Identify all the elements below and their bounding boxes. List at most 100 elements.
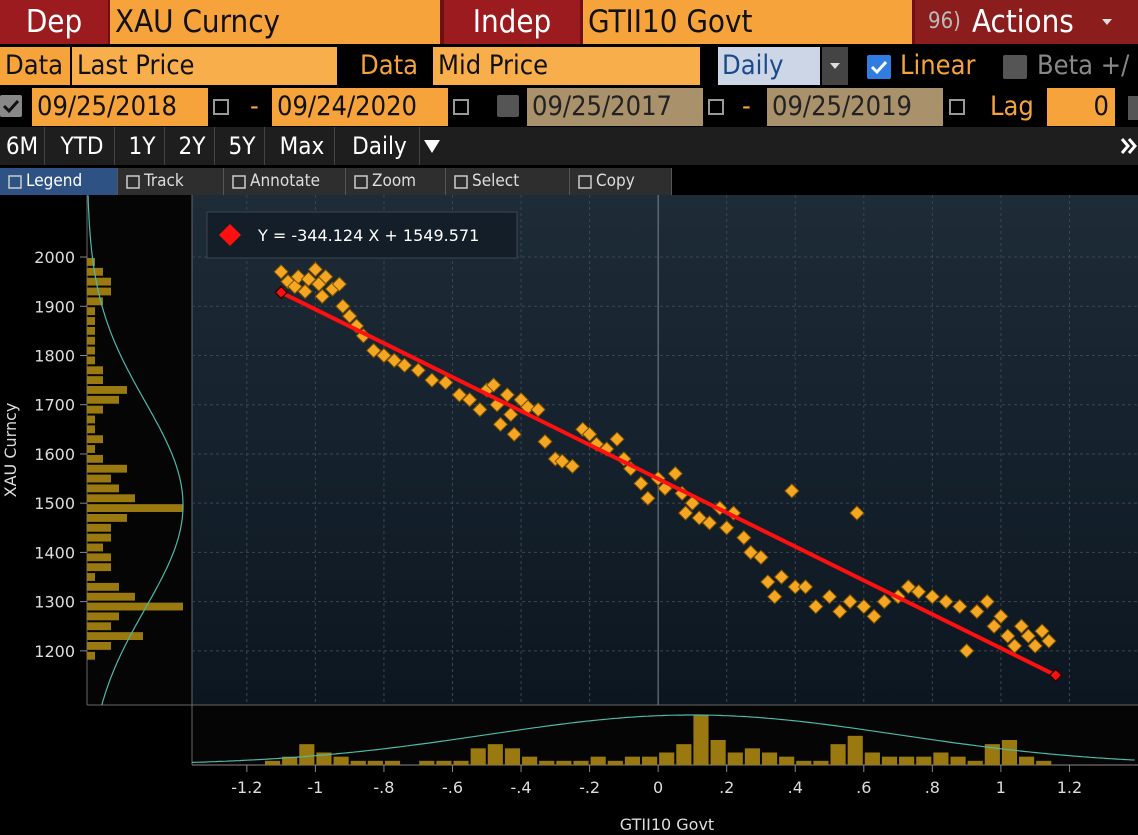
scatter-point	[290, 269, 306, 285]
scatter-point	[506, 426, 522, 442]
scatter-point	[640, 490, 656, 506]
beta-label: Beta +/	[1037, 50, 1130, 81]
x-hist-curve	[191, 714, 1135, 763]
calendar-icons	[213, 96, 1138, 120]
period-row	[0, 127, 1138, 165]
linear-checkbox[interactable]	[867, 55, 891, 79]
legend-swatch	[219, 224, 241, 246]
data-label: Data	[0, 47, 70, 85]
y-hist-bar	[87, 494, 135, 503]
date-checkbox[interactable]	[497, 95, 519, 117]
scatter-point	[335, 298, 351, 314]
period-button[interactable]: 6M	[0, 127, 45, 165]
x-tick-label: 0	[653, 778, 663, 797]
scatter-point	[742, 544, 759, 561]
y-hist-bar	[87, 415, 95, 424]
period-button[interactable]: Max	[270, 127, 335, 165]
period-button[interactable]: Daily	[340, 127, 420, 165]
dep-label: Dep	[0, 0, 108, 44]
period-button[interactable]: 5Y	[220, 127, 265, 165]
more-icon[interactable]	[1118, 133, 1138, 159]
y-hist-bar	[87, 464, 127, 473]
toolbar-button[interactable]: Annotate	[224, 168, 346, 195]
x-hist-bar	[693, 715, 709, 765]
y-hist-bar	[87, 484, 119, 493]
indep-field[interactable]: GTII10 Govt	[583, 0, 912, 44]
x-tick-label: -1.2	[231, 778, 262, 797]
scatter-point	[773, 569, 790, 585]
toolbar-button[interactable]: Copy	[570, 168, 672, 195]
x-hist-bar	[830, 744, 846, 765]
beta-checkbox[interactable]	[1003, 55, 1027, 79]
x-hist-bar	[333, 756, 349, 765]
y-tick-label: 1800	[34, 346, 75, 365]
scatter-point	[787, 579, 803, 595]
scatter-point	[530, 401, 546, 418]
x-tick-label: -.8	[373, 778, 394, 797]
dep-field[interactable]: XAU Curncy	[110, 0, 440, 44]
x-hist-bar	[659, 752, 675, 765]
x-hist-bar	[539, 760, 555, 765]
period-button[interactable]: YTD	[50, 127, 115, 165]
y-hist-bar	[87, 287, 111, 296]
x-hist-bar	[744, 748, 760, 765]
data-label: Data	[360, 50, 418, 81]
frequency-dropdown[interactable]: Daily	[718, 47, 820, 85]
y-hist-bar	[87, 602, 183, 611]
dropdown-arrow[interactable]	[822, 47, 848, 85]
dep-data-field[interactable]: Last Price	[72, 47, 337, 85]
start-date[interactable]: 09/25/2018	[32, 88, 208, 126]
start-date[interactable]: 09/25/2017	[527, 88, 703, 126]
x-hist-bar	[556, 760, 572, 765]
x-hist-bar	[813, 760, 829, 765]
y-hist-bar	[87, 405, 103, 414]
x-tick-label: .2	[719, 778, 734, 797]
plot-area	[192, 195, 1138, 705]
scatter-point	[307, 261, 324, 278]
toolbar-button[interactable]: Legend	[0, 168, 118, 195]
period-button[interactable]: 1Y	[120, 127, 165, 165]
lag-field[interactable]: 0	[1047, 88, 1115, 126]
x-tick-label: .4	[788, 778, 803, 797]
scatter-point	[969, 603, 985, 620]
scatter-point	[808, 598, 824, 615]
legend-label: Y = -344.124 X + 1549.571	[257, 226, 479, 245]
scatter-point	[331, 276, 348, 292]
lag-label: Lag	[990, 91, 1034, 122]
y-hist-bar	[87, 297, 103, 306]
fit-line	[280, 290, 1057, 678]
scatter-point	[581, 426, 598, 442]
end-date[interactable]: 09/25/2019	[767, 88, 943, 126]
x-hist-bar	[624, 756, 641, 765]
indep-data-field[interactable]: Mid Price	[433, 47, 700, 85]
y-hist-bar	[87, 553, 111, 562]
scatter-point	[684, 495, 701, 511]
scatter-point	[842, 593, 858, 610]
y-hist-bar	[87, 258, 95, 266]
toolbar-icon	[578, 175, 592, 189]
date-checkbox[interactable]	[0, 95, 22, 117]
x-tick-label: -1	[307, 778, 323, 797]
actions-button[interactable]	[915, 0, 1138, 44]
x-hist-bar	[487, 744, 503, 765]
x-hist-bar	[676, 744, 692, 765]
actions-arrow	[1102, 19, 1112, 25]
scatter-point	[396, 357, 413, 374]
y-hist-curve	[87, 195, 184, 706]
x-hist-bar	[916, 756, 932, 765]
y-hist-bar	[87, 356, 95, 365]
scatter-point	[832, 603, 848, 620]
y-hist-bar	[87, 474, 111, 483]
toolbar-button[interactable]: Zoom	[346, 168, 446, 195]
x-hist-bar	[282, 756, 298, 765]
y-hist-bar	[87, 435, 103, 444]
scatter-point	[386, 352, 402, 369]
scatter-point	[554, 453, 570, 470]
toolbar-button[interactable]: Select	[446, 168, 570, 195]
period-button[interactable]: 2Y	[170, 127, 215, 165]
end-date[interactable]: 09/24/2020	[272, 88, 448, 126]
x-tick-label: .8	[925, 778, 940, 797]
x-hist-bar	[419, 760, 435, 765]
toolbar-button[interactable]: Track	[118, 168, 224, 195]
